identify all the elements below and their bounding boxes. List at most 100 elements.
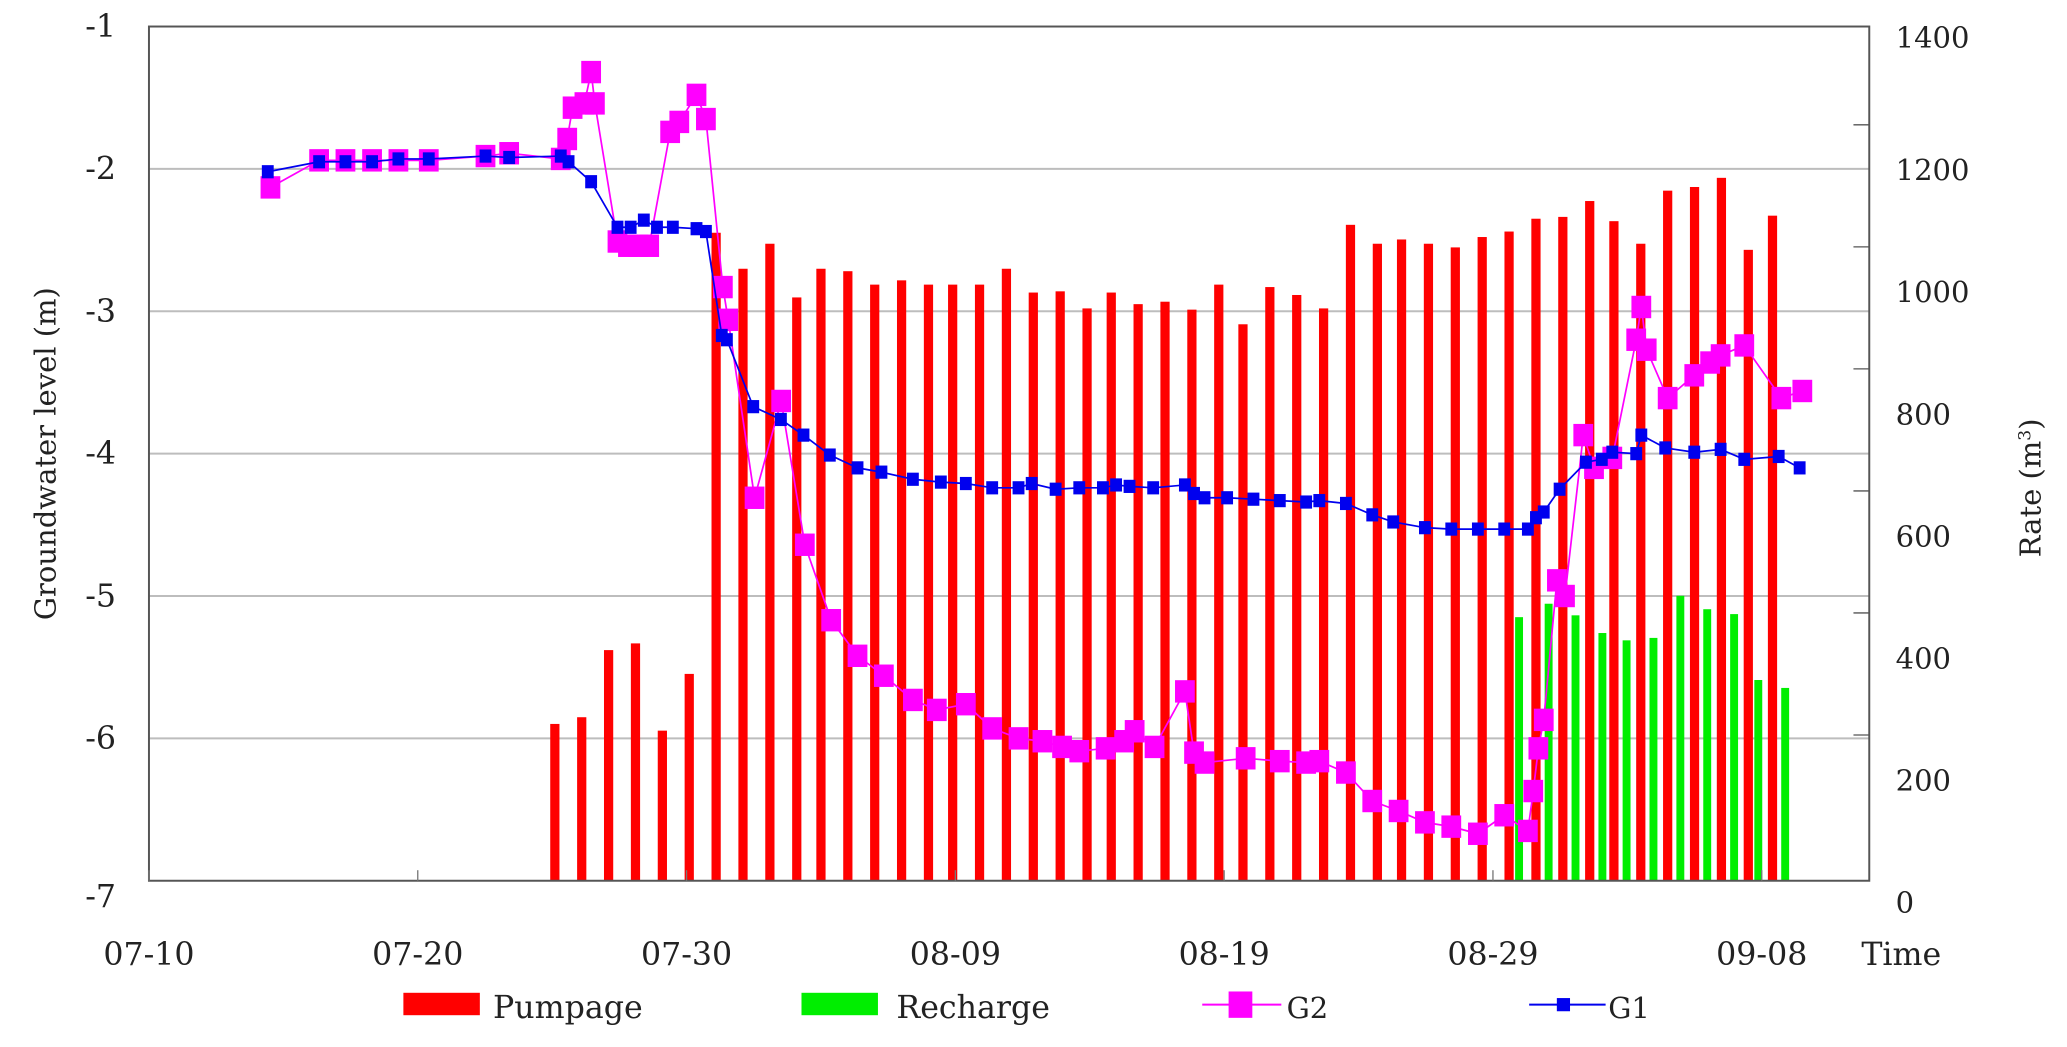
g1-point: [1553, 482, 1566, 496]
g1-point: [797, 428, 810, 442]
g1-point: [1366, 508, 1379, 522]
pumpage-bar: [1504, 231, 1514, 881]
g1-point: [666, 220, 679, 234]
g1-point: [1793, 461, 1806, 475]
g1-point: [366, 155, 378, 169]
pumpage-bar: [1636, 243, 1646, 881]
pumpage-bar: [792, 297, 802, 881]
g1-point: [699, 224, 712, 239]
left-y-tick-label: -5: [85, 579, 116, 615]
legend-item-g2: G2: [1202, 991, 1328, 1025]
g1-point: [1313, 494, 1326, 508]
g1-point: [1471, 522, 1484, 536]
g2-point: [1518, 819, 1538, 843]
g1-point: [585, 175, 598, 189]
recharge-bar: [1754, 680, 1763, 881]
pumpage-bar: [1477, 237, 1487, 881]
g1-point: [851, 461, 864, 475]
pumpage-bar: [1082, 308, 1092, 881]
right-y-tick-label: 1400: [1896, 21, 1970, 55]
g1-point: [1772, 449, 1785, 464]
left-y-tick-label: -3: [85, 294, 116, 330]
x-tick-label: 08-09: [910, 937, 1001, 973]
pumpage-bar: [1372, 243, 1382, 881]
right-y-tick-label: 200: [1896, 763, 1951, 797]
legend-swatch-pumpage: [403, 992, 480, 1016]
g1-point: [1419, 521, 1431, 535]
g2-point: [1468, 822, 1488, 845]
recharge-bar: [1622, 640, 1631, 881]
right-y-tick-label: 1200: [1896, 153, 1970, 187]
pumpage-bar: [1055, 291, 1065, 881]
legend-label-recharge: Recharge: [896, 990, 1050, 1026]
g2-point: [1388, 799, 1409, 823]
pumpage-bar: [816, 268, 826, 881]
g1-point: [339, 155, 352, 169]
g2-point: [1684, 364, 1705, 387]
pumpage-bar: [843, 271, 853, 881]
g2-point: [1494, 804, 1515, 827]
left-y-tick-label: -7: [85, 879, 116, 915]
g2-point: [1734, 334, 1755, 357]
legend-label-g1: G1: [1608, 991, 1650, 1025]
g1-point: [503, 150, 516, 165]
g2-point: [847, 644, 868, 668]
g2-point: [926, 698, 947, 722]
g1-point: [1198, 491, 1211, 505]
pumpage-bar: [1265, 287, 1275, 881]
g1-point: [611, 220, 624, 234]
g1-point: [554, 149, 567, 163]
g1-point: [1595, 452, 1608, 466]
g2-point: [1194, 751, 1215, 774]
recharge-bar: [1598, 633, 1607, 881]
pumpage-bar: [1663, 190, 1673, 881]
g2-point: [955, 692, 976, 716]
g2-point: [585, 92, 605, 115]
g2-point: [686, 83, 707, 107]
pumpage-bar: [1106, 292, 1116, 881]
pumpage-bar: [1423, 243, 1434, 881]
left-y-tick-label: -1: [85, 9, 116, 45]
g1-point: [1123, 479, 1136, 493]
g1-point: [823, 448, 836, 462]
g2-point: [1573, 423, 1594, 447]
g2-point: [771, 389, 792, 413]
pumpage-bar: [974, 284, 985, 881]
g1-point: [624, 220, 637, 234]
left-y-tick-label: -4: [85, 436, 116, 472]
g2-point: [1710, 344, 1731, 367]
g2-point: [1533, 708, 1554, 732]
g1-point: [1714, 442, 1727, 456]
g1-point: [747, 400, 760, 414]
g1-point: [1635, 428, 1648, 442]
g2-point: [1362, 789, 1383, 813]
g1-point: [1049, 482, 1062, 496]
legend-item-pumpage: Pumpage: [403, 990, 643, 1026]
x-tick-label: 07-10: [103, 937, 194, 973]
g1-point: [392, 152, 405, 166]
g1-point: [313, 155, 326, 169]
pumpage-bar: [657, 730, 667, 881]
legend-swatch-recharge: [801, 992, 878, 1016]
left-y-tick-label: -6: [85, 721, 116, 757]
pumpage-bar: [1531, 218, 1541, 881]
pumpage-bar: [1028, 292, 1038, 881]
right-y-axis-label-sup: 3: [2016, 430, 2036, 441]
right-y-axis-label: Rate (m3): [2014, 418, 2048, 557]
right-y-tick-label: 0: [1896, 885, 1914, 919]
g2-point: [260, 176, 281, 199]
right-y-axis-label-text: Rate (m: [2014, 441, 2048, 558]
g2-point: [1523, 779, 1544, 803]
g2-point: [1175, 680, 1195, 703]
g1-point: [1530, 511, 1542, 525]
g2-point: [1631, 295, 1652, 319]
g1-point: [422, 152, 435, 166]
g1-point: [1445, 522, 1458, 536]
g1-point: [1147, 481, 1160, 495]
g1-point: [1606, 445, 1619, 459]
plot-frame: [147, 25, 1871, 882]
recharge-bar: [1730, 614, 1739, 881]
g1-point: [1387, 515, 1400, 529]
x-tick-label: 08-19: [1179, 937, 1270, 973]
